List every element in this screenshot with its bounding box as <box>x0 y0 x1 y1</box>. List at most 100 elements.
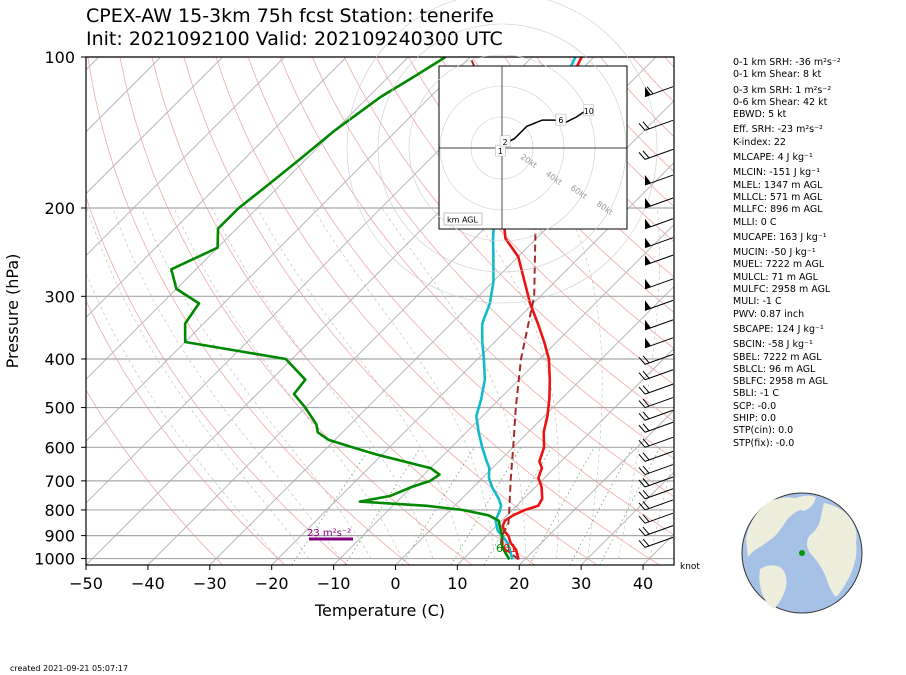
wind-barb-pennant <box>645 197 651 208</box>
wind-barb-flag <box>638 372 646 381</box>
wind-barb-flag <box>638 502 646 511</box>
y-axis-label: Pressure (hPa) <box>3 254 22 369</box>
index-line: SBCIN: -58 J kg⁻¹ <box>733 339 813 351</box>
isotherm-line <box>86 57 285 257</box>
isotherm-line <box>86 57 162 133</box>
wind-barb-flag <box>638 479 646 488</box>
isotherm-line <box>86 57 223 195</box>
dewpoint-profile <box>170 57 511 561</box>
indices-panel: 0-1 km SRH: -36 m²s⁻² 0-1 km Shear: 8 kt 0… <box>733 57 841 450</box>
x-tick-label: 0 <box>390 574 400 593</box>
moist-adiabat-line <box>86 273 279 559</box>
dry-adiabat-line <box>151 57 535 565</box>
y-tick-label: 700 <box>44 472 75 491</box>
wind-barb-pennant <box>645 278 651 289</box>
created-timestamp: created 2021-09-21 05:07:17 <box>10 664 128 673</box>
wind-barb-pennant <box>645 337 651 348</box>
wind-barb-flag <box>642 121 650 130</box>
dry-adiabat-line <box>343 57 674 422</box>
x-tick-label: 30 <box>571 574 591 593</box>
wind-barb-flag <box>642 423 650 432</box>
wind-barb-flag <box>638 528 646 536</box>
globe-land-europe-africa <box>807 503 857 597</box>
wind-barb <box>644 464 674 476</box>
globe-land-north-america <box>746 497 802 557</box>
y-tick-label: 500 <box>44 399 75 418</box>
wind-barb-flag <box>642 370 650 379</box>
wind-barb-flag <box>638 467 646 475</box>
moist-adiabat-line <box>649 453 674 559</box>
wind-barb-flag <box>642 355 650 364</box>
index-line: Eff. SRH: -23 m²s⁻² <box>733 124 823 136</box>
wind-barb <box>644 148 674 160</box>
index-line: SBLCL: 96 m AGL <box>733 363 816 375</box>
index-line: MLLCL: 571 m AGL <box>733 191 823 203</box>
moist-adiabat-line <box>381 207 526 559</box>
index-line: MUCIN: -50 J kg⁻¹ <box>733 247 816 259</box>
wind-barb-flag <box>638 491 646 500</box>
wind-barb <box>644 409 674 421</box>
moist-adiabat-line <box>173 207 403 559</box>
dry-adiabat-line <box>86 299 286 565</box>
plot-frame <box>85 56 675 566</box>
wind-barb-flag <box>638 439 646 448</box>
index-line: K-index: 22 <box>733 136 786 148</box>
globe-inset <box>741 492 863 614</box>
moist-adiabat-line <box>141 207 372 559</box>
srh-label: 23 m²s⁻² <box>307 528 351 539</box>
wind-barb-flag <box>638 122 646 131</box>
index-line: MLLI: 0 C <box>733 216 777 228</box>
hodograph-label: km AGL <box>447 216 479 225</box>
surface-dewpoint-label: 60 <box>496 542 510 555</box>
index-line: MLEL: 1347 m AGL <box>733 179 823 191</box>
index-line: SBLFC: 2958 m AGL <box>733 376 828 388</box>
wind-barb-flag <box>638 540 646 548</box>
dry-adiabat-line <box>86 195 348 565</box>
surface-temp-label: 61 <box>503 542 517 555</box>
dry-adiabat-line <box>407 57 674 349</box>
dry-adiabat-line <box>87 57 411 565</box>
mixing-ratio-line <box>569 447 633 565</box>
wind-barb <box>644 119 674 131</box>
wind-barb-flag <box>642 478 650 486</box>
index-line: MLLFC: 896 m AGL <box>733 204 823 216</box>
wind-barb-flag <box>642 385 650 393</box>
index-line: MULI: -1 C <box>733 296 782 308</box>
index-line: 0-3 km SRH: 1 m²s⁻² <box>733 84 832 96</box>
dry-adiabat-line <box>247 57 674 536</box>
x-tick-label: −20 <box>255 574 289 593</box>
wind-barb-flag <box>642 538 650 547</box>
dry-adiabat-line <box>375 57 674 386</box>
wind-barb-flag <box>638 400 646 408</box>
wind-barb <box>644 450 674 462</box>
wind-barb-pennant <box>645 218 651 229</box>
dry-adiabat-line <box>311 57 674 460</box>
index-line: SHIP: 0.0 <box>733 413 777 425</box>
y-tick-label: 200 <box>44 199 75 218</box>
index-line: MLCAPE: 4 J kg⁻¹ <box>733 152 813 164</box>
index-line: SCP: -0.0 <box>733 400 777 412</box>
index-line: PWV: 0.87 inch <box>733 308 805 320</box>
x-tick-label: −50 <box>69 574 103 593</box>
wind-barb <box>644 476 674 488</box>
index-line: MUCAPE: 163 J kg⁻¹ <box>733 231 827 243</box>
index-line: STP(fix): -0.0 <box>733 437 795 449</box>
dry-adiabat-line <box>86 389 223 565</box>
wind-barb-flag <box>642 438 650 447</box>
hodograph-height-label: 10 <box>584 107 594 116</box>
moist-adiabat-line <box>468 207 560 559</box>
wind-barb <box>644 488 674 500</box>
hodograph-height-box <box>499 135 511 148</box>
x-tick-label: −10 <box>317 574 351 593</box>
index-line: MULCL: 71 m AGL <box>733 271 818 283</box>
wind-barb-flag <box>642 489 650 498</box>
wind-barb-flag <box>638 515 646 524</box>
title-line-2: Init: 2021092100 Valid: 202109240300 UTC <box>86 28 503 50</box>
wind-barb-flag <box>642 150 650 159</box>
wind-barb-pennant <box>645 175 651 186</box>
hodograph-height-box <box>555 113 567 126</box>
wind-barb-flag <box>642 398 650 407</box>
parcel-profile <box>469 57 537 561</box>
wind-barb-pennant <box>645 86 651 97</box>
x-tick-label: −30 <box>193 574 227 593</box>
